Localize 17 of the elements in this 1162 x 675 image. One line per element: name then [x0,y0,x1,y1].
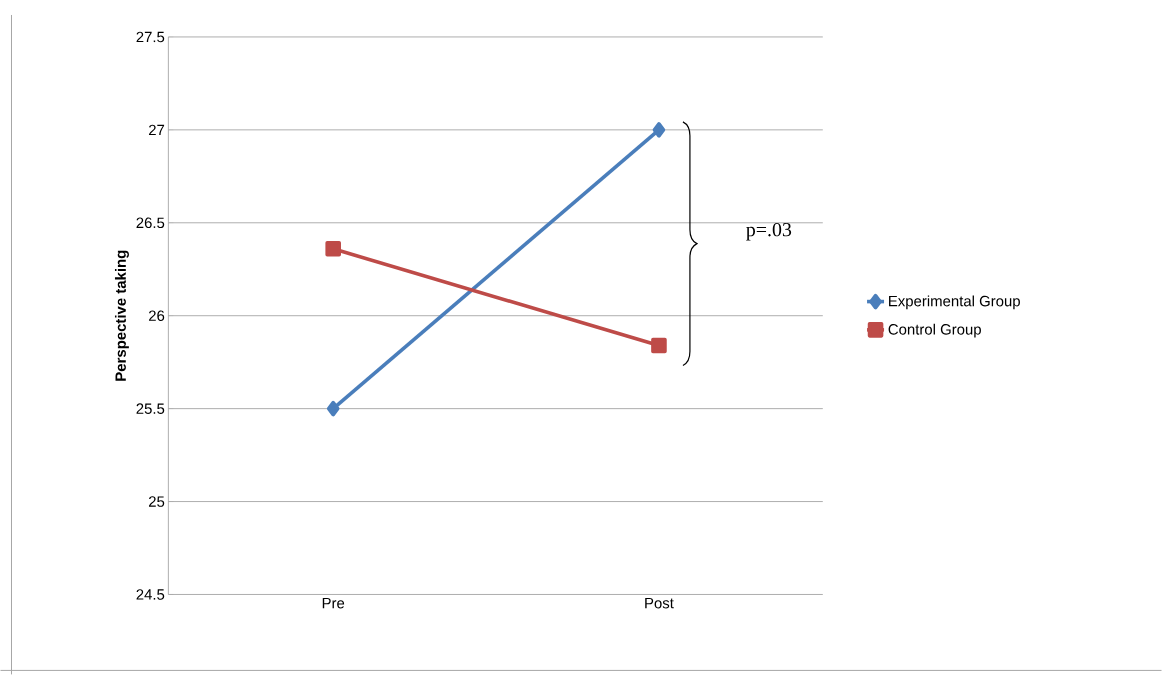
point [652,122,666,138]
point [325,241,341,257]
y-tick-label: 25 [148,496,165,507]
point [326,400,340,417]
y-tick-label: 25.5 [136,403,165,414]
y-tick-label: 27 [148,124,165,136]
annotation: p=.03 [746,222,792,241]
legend-label: Experimental Group [889,295,1020,310]
x-tick-label: Post [645,598,674,609]
y-tick-label: 26 [148,310,165,322]
point [651,337,667,354]
y-tick-label: 24.5 [136,589,165,600]
legend-label: Control Group [888,323,981,338]
y-tick-label: 27.5 [136,31,165,43]
x-tick-label: Pre [322,598,345,609]
y-tick-label: 26.5 [136,217,165,229]
y-axis-title: Perspective taking [114,250,129,381]
